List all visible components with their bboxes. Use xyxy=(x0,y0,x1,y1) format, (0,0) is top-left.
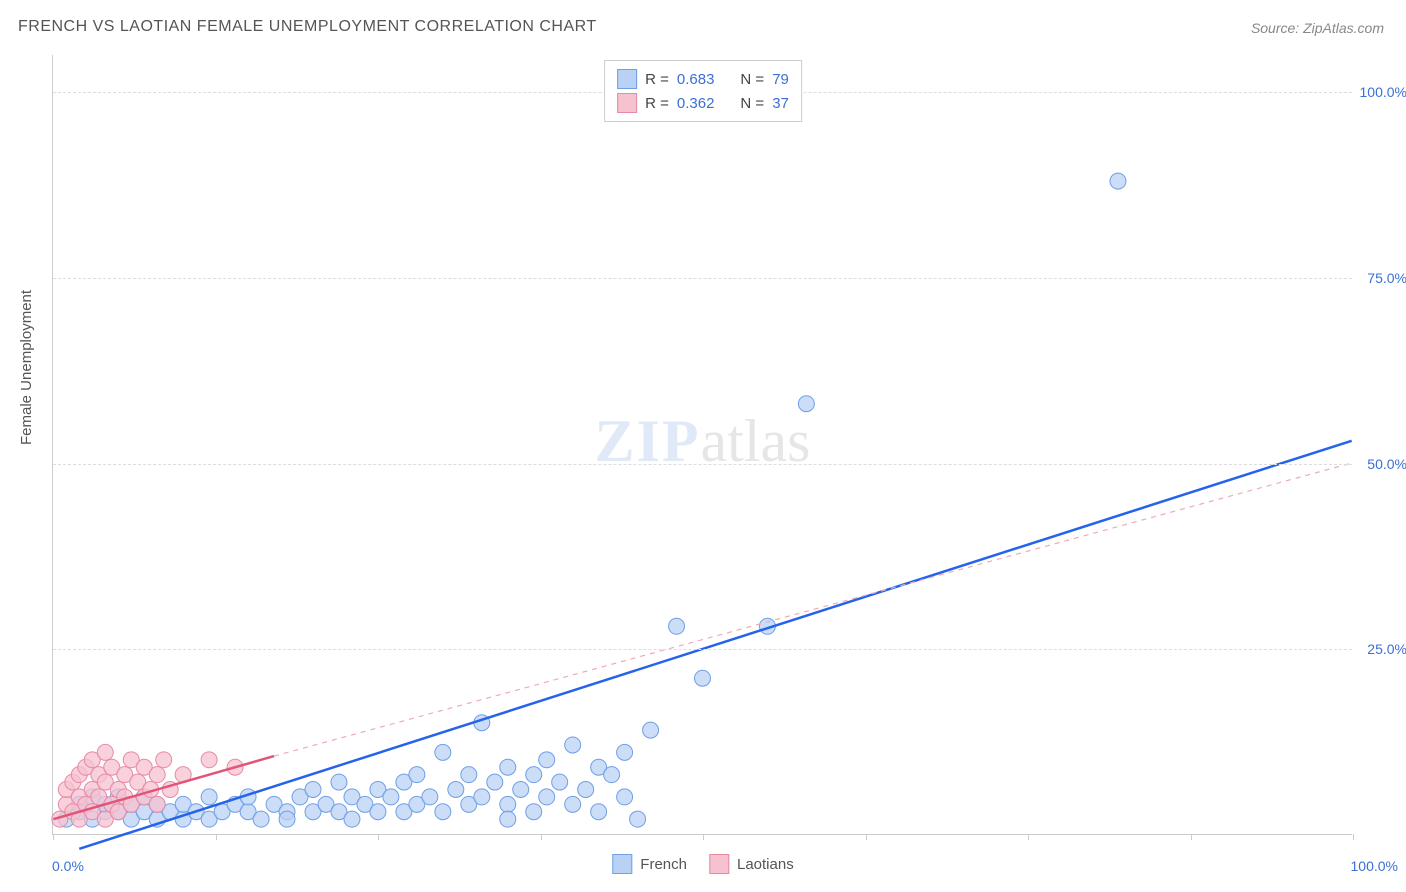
legend-swatch xyxy=(709,854,729,874)
x-tick xyxy=(1028,834,1029,840)
data-point xyxy=(448,781,464,797)
data-point xyxy=(305,781,321,797)
y-tick-label: 100.0% xyxy=(1357,84,1406,100)
data-point xyxy=(500,796,516,812)
stats-legend-row: R = 0.362 N = 37 xyxy=(617,91,789,115)
data-point xyxy=(156,752,172,768)
r-value: 0.362 xyxy=(677,95,715,112)
data-point xyxy=(149,796,165,812)
y-axis-label: Female Unemployment xyxy=(18,290,35,445)
data-point xyxy=(669,618,685,634)
data-point xyxy=(474,789,490,805)
legend-swatch xyxy=(617,93,637,113)
plot-area: ZIPatlas 25.0%50.0%75.0%100.0% xyxy=(52,55,1352,835)
x-tick xyxy=(378,834,379,840)
trend-line-dashed xyxy=(274,463,1352,756)
n-label: N = xyxy=(740,71,764,88)
data-point xyxy=(513,781,529,797)
stats-legend-row: R = 0.683 N = 79 xyxy=(617,67,789,91)
data-point xyxy=(539,752,555,768)
data-point xyxy=(552,774,568,790)
data-point xyxy=(253,811,269,827)
data-point xyxy=(565,796,581,812)
data-point xyxy=(617,789,633,805)
series-legend-label: Laotians xyxy=(737,856,794,873)
data-point xyxy=(526,804,542,820)
data-point xyxy=(500,811,516,827)
x-axis-max-label: 100.0% xyxy=(1351,858,1398,874)
data-point xyxy=(604,767,620,783)
data-point xyxy=(331,774,347,790)
data-point xyxy=(461,767,477,783)
data-point xyxy=(435,804,451,820)
series-legend: French Laotians xyxy=(612,854,793,874)
data-point xyxy=(591,804,607,820)
series-legend-item: Laotians xyxy=(709,854,794,874)
data-point xyxy=(1110,173,1126,189)
data-point xyxy=(201,752,217,768)
data-point xyxy=(422,789,438,805)
data-point xyxy=(435,744,451,760)
data-point xyxy=(409,767,425,783)
data-point xyxy=(383,789,399,805)
n-value: 37 xyxy=(772,95,789,112)
gridline xyxy=(53,464,1352,465)
y-tick-label: 50.0% xyxy=(1357,456,1406,472)
data-point xyxy=(279,811,295,827)
data-point xyxy=(370,804,386,820)
x-tick xyxy=(53,834,54,840)
x-tick xyxy=(866,834,867,840)
r-label: R = xyxy=(645,95,669,112)
x-tick xyxy=(1353,834,1354,840)
chart-container: FRENCH VS LAOTIAN FEMALE UNEMPLOYMENT CO… xyxy=(0,0,1406,892)
data-point xyxy=(798,396,814,412)
legend-swatch xyxy=(617,69,637,89)
data-point xyxy=(578,781,594,797)
gridline xyxy=(53,278,1352,279)
data-point xyxy=(630,811,646,827)
data-point xyxy=(201,789,217,805)
n-label: N = xyxy=(740,95,764,112)
y-tick-label: 25.0% xyxy=(1357,641,1406,657)
series-legend-label: French xyxy=(640,856,687,873)
data-point xyxy=(487,774,503,790)
x-axis-min-label: 0.0% xyxy=(52,858,84,874)
source-label: Source: ZipAtlas.com xyxy=(1251,20,1384,36)
x-tick xyxy=(216,834,217,840)
data-point xyxy=(565,737,581,753)
data-point xyxy=(97,744,113,760)
stats-legend: R = 0.683 N = 79 R = 0.362 N = 37 xyxy=(604,60,802,122)
data-point xyxy=(149,767,165,783)
r-label: R = xyxy=(645,71,669,88)
n-value: 79 xyxy=(772,71,789,88)
trend-line xyxy=(79,441,1351,849)
data-point xyxy=(643,722,659,738)
x-tick xyxy=(1191,834,1192,840)
data-point xyxy=(695,670,711,686)
x-tick xyxy=(541,834,542,840)
y-tick-label: 75.0% xyxy=(1357,270,1406,286)
data-point xyxy=(500,759,516,775)
gridline xyxy=(53,649,1352,650)
series-legend-item: French xyxy=(612,854,687,874)
data-point xyxy=(526,767,542,783)
data-point xyxy=(539,789,555,805)
chart-title: FRENCH VS LAOTIAN FEMALE UNEMPLOYMENT CO… xyxy=(18,18,597,36)
x-tick xyxy=(703,834,704,840)
data-point xyxy=(617,744,633,760)
legend-swatch xyxy=(612,854,632,874)
r-value: 0.683 xyxy=(677,71,715,88)
chart-svg xyxy=(53,55,1352,834)
data-point xyxy=(344,811,360,827)
